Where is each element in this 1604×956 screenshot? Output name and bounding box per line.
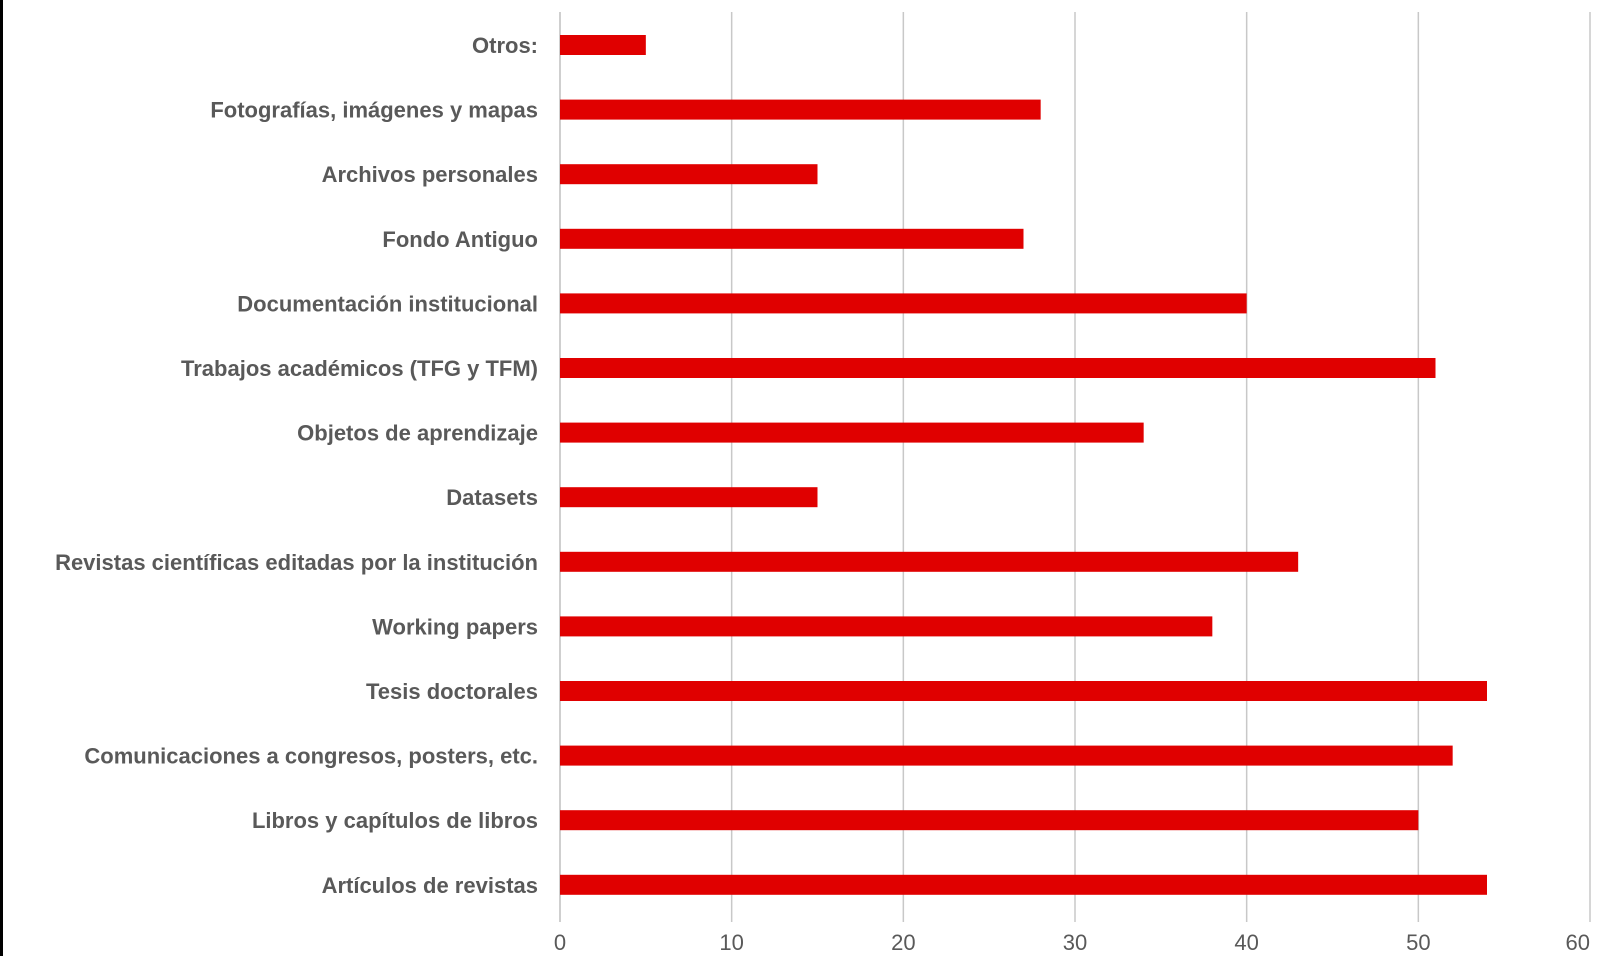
category-label: Archivos personales [322,162,538,187]
bar [560,551,1299,572]
category-label: Artículos de revistas [322,873,538,898]
category-label: Revistas científicas editadas por la ins… [55,550,538,575]
bar [560,164,818,185]
bar [560,745,1453,766]
x-tick-label: 0 [554,930,566,955]
category-label: Working papers [372,614,538,639]
x-tick-label: 10 [719,930,743,955]
category-label: Documentación institucional [237,291,538,316]
bar [560,358,1436,378]
category-label: Trabajos académicos (TFG y TFM) [181,356,538,381]
category-label: Fondo Antiguo [382,227,538,252]
bar [560,874,1487,895]
x-tick-label: 20 [891,930,915,955]
category-label: Datasets [446,485,538,510]
bar [560,810,1419,831]
category-label: Comunicaciones a congresos, posters, etc… [84,744,538,769]
category-label: Libros y capítulos de libros [252,808,538,833]
bar [560,487,818,508]
bar [560,681,1487,701]
category-label: Otros: [472,33,538,58]
gridlines [559,12,1591,922]
category-label: Tesis doctorales [366,679,538,704]
category-label: Fotografías, imágenes y mapas [210,98,538,123]
x-tick-label: 60 [1566,930,1590,955]
x-tick-label: 50 [1406,930,1430,955]
category-labels: Otros: Fotografías, imágenes y mapas Archi… [55,33,538,898]
category-label: Objetos de aprendizaje [297,421,538,446]
bar [560,616,1213,637]
bar [560,293,1247,314]
x-tick-labels: 0 10 20 30 40 50 60 [554,930,1590,955]
x-tick-label: 30 [1063,930,1087,955]
x-tick-label: 40 [1234,930,1258,955]
bars [560,35,1487,895]
bar [560,422,1144,443]
bar [560,35,646,55]
bar [560,99,1041,120]
bar [560,228,1024,249]
